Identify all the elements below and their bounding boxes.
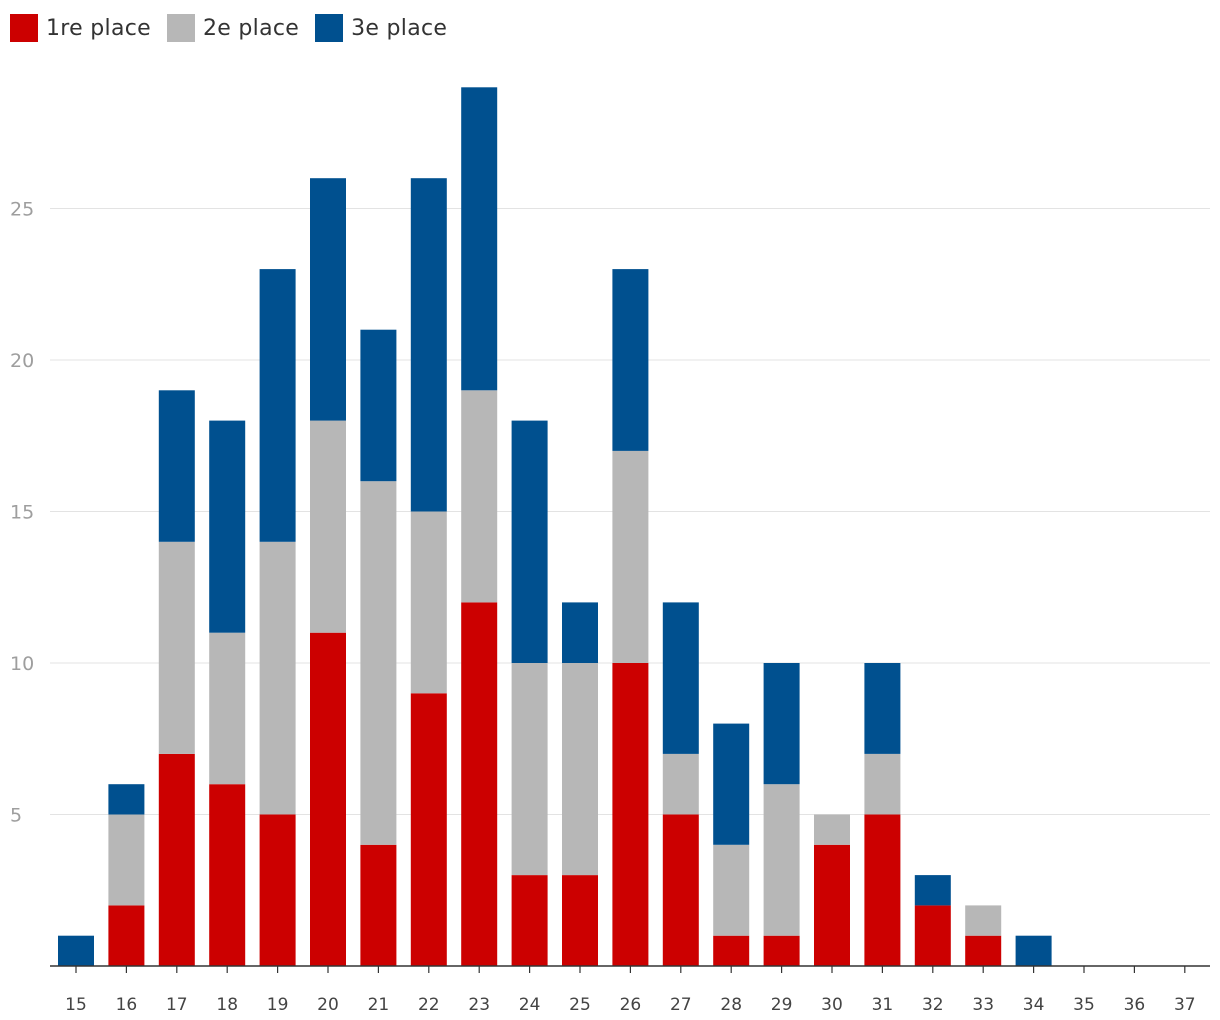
bar-26-series-1 xyxy=(612,663,649,966)
bar-16-series-3 xyxy=(108,784,145,815)
bar-27-series-1 xyxy=(662,814,699,966)
bar-22-series-3 xyxy=(410,178,447,512)
x-tick-label: 15 xyxy=(65,995,87,1015)
bar-21-series-1 xyxy=(360,844,397,966)
bar-27-series-2 xyxy=(662,753,699,815)
legend-label: 3e place xyxy=(351,15,448,41)
bar-18-series-2 xyxy=(209,632,246,785)
bar-30-series-1 xyxy=(814,844,850,966)
legend-swatch-grey xyxy=(166,14,195,42)
bar-25-series-2 xyxy=(562,663,598,876)
bar-19-series-1 xyxy=(259,814,296,966)
bar-25-series-1 xyxy=(562,875,598,966)
bar-23-series-1 xyxy=(461,602,498,966)
bar-21-series-3 xyxy=(360,329,397,482)
x-tick-label: 17 xyxy=(166,995,188,1015)
bar-31-series-2 xyxy=(864,753,901,815)
x-tick-label: 18 xyxy=(216,995,238,1015)
x-tick-label: 16 xyxy=(116,995,138,1015)
legend-label: 1re place xyxy=(46,15,151,41)
bar-19-series-2 xyxy=(259,541,296,815)
x-tick-label: 35 xyxy=(1073,995,1095,1015)
bar-17-series-2 xyxy=(158,541,195,754)
bar-28-series-1 xyxy=(713,935,750,966)
bar-33-series-2 xyxy=(965,905,1002,936)
x-tick-label: 28 xyxy=(720,995,742,1015)
x-tick-label: 20 xyxy=(317,995,339,1015)
bar-28-series-3 xyxy=(713,723,750,845)
bar-17-series-1 xyxy=(158,753,195,966)
y-tick-label: 25 xyxy=(10,199,34,221)
bar-16-series-1 xyxy=(108,905,145,966)
bar-27-series-3 xyxy=(662,602,699,754)
bar-20-series-3 xyxy=(310,178,346,421)
legend-item-1re-place[interactable]: 1re place xyxy=(10,14,151,42)
bar-31-series-3 xyxy=(864,663,901,754)
bar-20-series-1 xyxy=(310,632,346,966)
x-tick-label: 25 xyxy=(569,995,591,1015)
bar-32-series-3 xyxy=(914,875,951,906)
bar-23-series-2 xyxy=(461,390,498,603)
legend-label: 2e place xyxy=(202,15,300,41)
x-tick-label: 19 xyxy=(267,995,289,1015)
bar-15-series-3 xyxy=(58,935,94,966)
bar-29-series-2 xyxy=(763,784,800,936)
bar-30-series-2 xyxy=(814,814,850,845)
bar-18-series-3 xyxy=(209,420,246,633)
legend-swatch-blue xyxy=(315,14,344,42)
y-tick-label: 20 xyxy=(10,350,34,372)
x-tick-label: 22 xyxy=(418,995,440,1015)
bar-26-series-3 xyxy=(612,269,649,451)
x-tick-label: 27 xyxy=(670,995,692,1015)
bar-26-series-2 xyxy=(612,450,649,663)
bar-19-series-3 xyxy=(259,269,296,542)
y-tick-label: 15 xyxy=(10,502,34,524)
x-tick-label: 33 xyxy=(972,995,994,1015)
bar-18-series-1 xyxy=(209,784,246,966)
bar-34-series-3 xyxy=(1015,935,1052,966)
x-tick-label: 34 xyxy=(1023,995,1045,1015)
legend-swatch-red xyxy=(10,14,38,42)
legend: 1re place 2e place 3e place xyxy=(10,14,447,42)
bar-21-series-2 xyxy=(360,481,397,845)
x-tick-label: 36 xyxy=(1124,995,1146,1015)
x-tick-label: 29 xyxy=(771,995,793,1015)
bar-24-series-1 xyxy=(511,875,548,966)
bar-25-series-3 xyxy=(562,602,598,663)
bar-32-series-1 xyxy=(914,905,951,966)
bar-20-series-2 xyxy=(310,420,346,633)
x-tick-label: 26 xyxy=(620,995,642,1015)
bar-29-series-1 xyxy=(763,935,800,966)
legend-item-2e-place[interactable]: 2e place xyxy=(166,14,300,42)
bar-23-series-3 xyxy=(461,87,498,391)
bar-17-series-3 xyxy=(158,390,195,542)
bar-31-series-1 xyxy=(864,814,901,966)
bar-16-series-2 xyxy=(108,814,145,906)
bar-22-series-2 xyxy=(410,511,447,694)
bar-24-series-2 xyxy=(511,663,548,876)
x-tick-label: 23 xyxy=(468,995,490,1015)
bar-22-series-1 xyxy=(410,693,447,966)
x-tick-label: 24 xyxy=(519,995,541,1015)
y-tick-label: 10 xyxy=(10,653,34,675)
bar-28-series-2 xyxy=(713,844,750,936)
legend-item-3e-place[interactable]: 3e place xyxy=(315,14,447,42)
bar-33-series-1 xyxy=(965,935,1002,966)
x-tick-label: 37 xyxy=(1174,995,1196,1015)
x-tick-label: 32 xyxy=(922,995,944,1015)
x-tick-label: 30 xyxy=(821,995,843,1015)
x-tick-label: 31 xyxy=(872,995,894,1015)
y-tick-label: 5 xyxy=(10,805,22,827)
bar-29-series-3 xyxy=(763,663,800,785)
bar-24-series-3 xyxy=(511,420,548,663)
x-tick-label: 21 xyxy=(368,995,390,1015)
